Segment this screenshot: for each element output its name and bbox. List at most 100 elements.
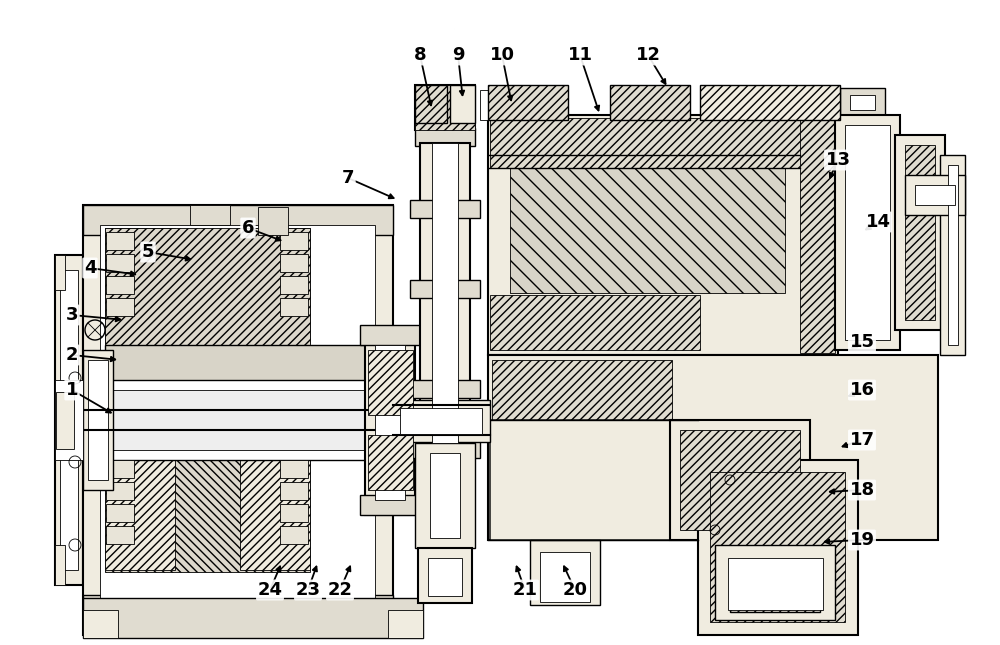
Bar [83, 350, 113, 490]
Bar [368, 350, 413, 415]
Bar [106, 232, 134, 250]
Bar [106, 482, 134, 500]
Text: 23: 23 [296, 581, 320, 599]
Bar [83, 610, 118, 638]
Bar [388, 610, 423, 638]
Bar [400, 408, 482, 434]
Text: 14: 14 [866, 213, 891, 231]
Bar [83, 595, 393, 635]
Bar [280, 482, 308, 500]
Bar [432, 143, 458, 443]
Text: 21: 21 [512, 581, 538, 599]
Bar [55, 255, 83, 585]
Bar [540, 552, 590, 602]
Bar [700, 85, 840, 120]
Bar [492, 455, 672, 535]
Text: 16: 16 [850, 381, 874, 399]
Bar [680, 430, 800, 530]
Bar [106, 298, 134, 316]
Bar [83, 205, 393, 235]
Bar [410, 200, 480, 218]
Bar [106, 460, 134, 478]
Bar [835, 115, 900, 350]
Bar [83, 598, 423, 638]
Text: 22: 22 [328, 581, 352, 599]
Bar [105, 228, 175, 343]
Bar [410, 380, 480, 398]
Text: 19: 19 [850, 531, 874, 549]
Bar [895, 135, 945, 330]
Bar [280, 232, 308, 250]
Bar [415, 85, 447, 123]
Bar [510, 168, 785, 293]
Polygon shape [490, 420, 720, 540]
Polygon shape [105, 228, 310, 345]
Bar [100, 225, 375, 615]
Bar [55, 380, 83, 460]
Text: 24: 24 [258, 581, 283, 599]
Bar [106, 254, 134, 272]
Bar [905, 145, 935, 320]
Bar [106, 526, 134, 544]
Bar [428, 558, 462, 596]
Bar [845, 125, 890, 340]
Bar [375, 345, 405, 500]
Bar [670, 420, 810, 540]
Bar [488, 355, 938, 540]
Text: 3: 3 [66, 306, 78, 324]
Bar [100, 380, 395, 460]
Bar [280, 254, 308, 272]
Text: 20: 20 [562, 581, 588, 599]
Bar [698, 460, 858, 635]
Text: 2: 2 [66, 346, 78, 364]
Bar [393, 400, 490, 442]
Text: 13: 13 [826, 151, 850, 169]
Bar [530, 540, 600, 605]
Bar [105, 455, 175, 570]
Bar [430, 453, 460, 538]
Bar [728, 558, 823, 610]
Bar [940, 155, 965, 355]
Bar [240, 455, 310, 570]
Text: 1: 1 [66, 381, 78, 399]
Text: 4: 4 [84, 259, 96, 277]
Bar [280, 276, 308, 294]
Bar [490, 118, 835, 168]
Text: 18: 18 [849, 481, 875, 499]
Bar [415, 128, 475, 146]
Bar [415, 85, 475, 130]
Bar [56, 392, 74, 449]
Bar [106, 504, 134, 522]
Bar [610, 85, 690, 120]
Bar [106, 276, 134, 294]
Bar [60, 270, 78, 570]
Bar [948, 165, 958, 345]
Bar [280, 526, 308, 544]
Bar [280, 460, 308, 478]
Bar [280, 504, 308, 522]
Bar [360, 495, 420, 515]
Bar [365, 330, 415, 515]
Bar [905, 175, 965, 215]
Bar [88, 360, 108, 480]
Bar [450, 85, 475, 123]
Bar [190, 205, 230, 225]
Text: 17: 17 [850, 431, 874, 449]
Bar [480, 90, 510, 120]
Bar [492, 360, 672, 420]
Bar [410, 280, 480, 298]
Bar [418, 548, 472, 603]
Bar [55, 255, 65, 290]
Bar [488, 85, 568, 120]
Bar [850, 95, 875, 110]
Bar [840, 88, 885, 118]
Text: 10: 10 [490, 46, 514, 64]
Bar [490, 295, 700, 350]
Bar [915, 185, 955, 205]
Text: 7: 7 [342, 169, 354, 187]
Bar [715, 545, 835, 620]
Bar [360, 325, 420, 345]
Bar [83, 205, 393, 635]
Text: 5: 5 [142, 243, 154, 261]
Bar [280, 298, 308, 316]
